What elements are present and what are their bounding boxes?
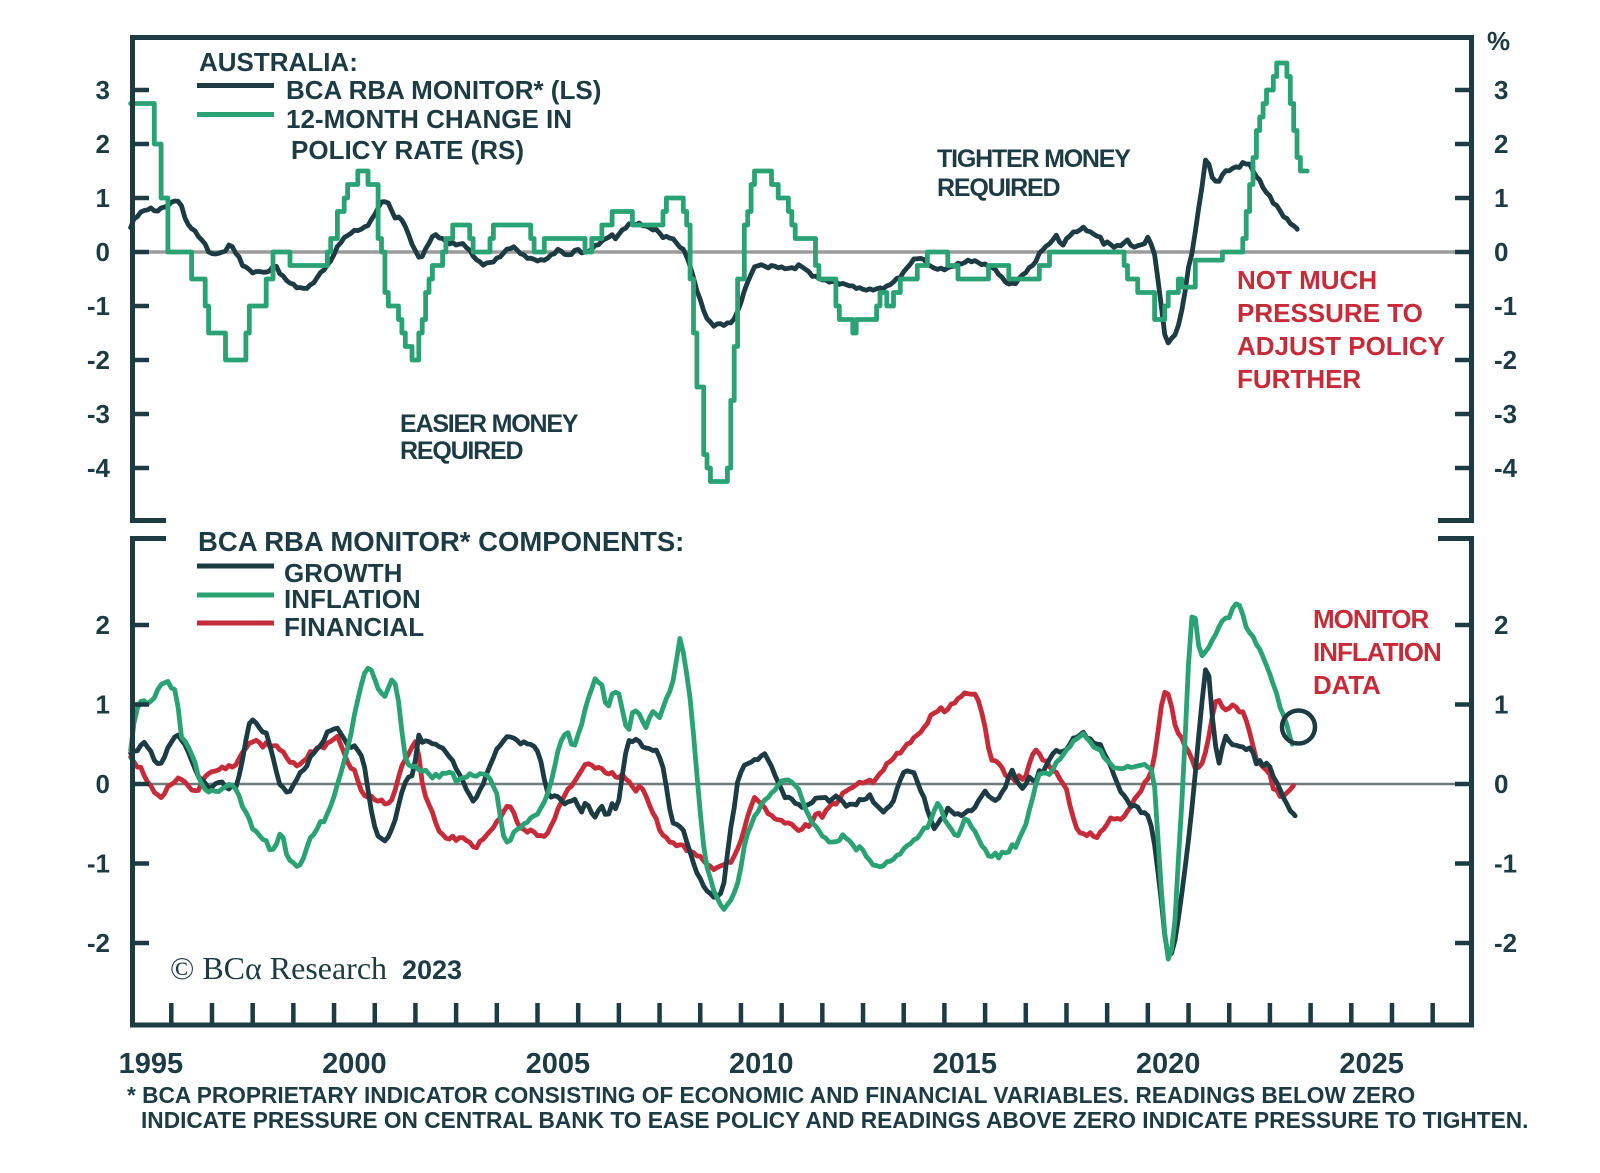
svg-text:-4: -4: [87, 453, 111, 483]
svg-text:%: %: [1487, 26, 1510, 56]
svg-text:INFLATION: INFLATION: [1313, 637, 1441, 667]
svg-text:1995: 1995: [119, 1048, 184, 1080]
svg-text:MONITOR: MONITOR: [1313, 604, 1430, 634]
svg-text:FINANCIAL: FINANCIAL: [284, 612, 424, 642]
svg-text:PRESSURE TO: PRESSURE TO: [1237, 298, 1423, 328]
svg-text:1: 1: [96, 690, 110, 720]
svg-text:2: 2: [96, 610, 110, 640]
svg-text:-2: -2: [87, 345, 110, 375]
svg-text:INDICATE PRESSURE ON CENTRAL B: INDICATE PRESSURE ON CENTRAL BANK TO EAS…: [141, 1107, 1528, 1133]
svg-text:0: 0: [96, 237, 110, 267]
svg-text:GROWTH: GROWTH: [284, 558, 402, 588]
svg-text:-4: -4: [1494, 453, 1518, 483]
svg-text:2000: 2000: [322, 1048, 387, 1080]
svg-text:2: 2: [96, 129, 110, 159]
svg-text:2025: 2025: [1339, 1048, 1404, 1080]
svg-text:ADJUST POLICY: ADJUST POLICY: [1237, 331, 1445, 361]
svg-text:2: 2: [1494, 129, 1508, 159]
svg-text:-1: -1: [87, 849, 110, 879]
svg-text:-2: -2: [1494, 345, 1517, 375]
svg-text:AUSTRALIA:: AUSTRALIA:: [199, 47, 358, 77]
svg-text:2023: 2023: [402, 955, 462, 985]
svg-text:-3: -3: [87, 399, 110, 429]
svg-text:2010: 2010: [729, 1048, 794, 1080]
svg-text:-2: -2: [87, 928, 110, 958]
svg-text:FURTHER: FURTHER: [1237, 364, 1361, 394]
svg-text:12-MONTH CHANGE IN: 12-MONTH CHANGE IN: [286, 104, 572, 134]
svg-text:2015: 2015: [932, 1048, 997, 1080]
svg-text:BCA RBA MONITOR* COMPONENTS:: BCA RBA MONITOR* COMPONENTS:: [198, 526, 684, 557]
svg-text:-1: -1: [1494, 291, 1517, 321]
svg-text:3: 3: [1494, 75, 1508, 105]
svg-text:1: 1: [96, 183, 110, 213]
svg-text:INFLATION: INFLATION: [284, 584, 421, 614]
svg-text:POLICY RATE (RS): POLICY RATE (RS): [291, 135, 524, 165]
svg-text:-2: -2: [1494, 928, 1517, 958]
svg-text:1: 1: [1494, 183, 1508, 213]
svg-text:1: 1: [1494, 690, 1508, 720]
svg-text:2005: 2005: [526, 1048, 591, 1080]
svg-text:0: 0: [1494, 769, 1508, 799]
svg-text:BCA RBA MONITOR* (LS): BCA RBA MONITOR* (LS): [286, 75, 601, 105]
svg-text:-3: -3: [1494, 399, 1517, 429]
svg-text:REQUIRED: REQUIRED: [937, 174, 1060, 202]
svg-text:TIGHTER MONEY: TIGHTER MONEY: [937, 145, 1131, 173]
svg-text:* BCA PROPRIETARY INDICATOR C: * BCA PROPRIETARY INDICATOR CONSISTING O…: [127, 1082, 1415, 1108]
svg-text:© BCα Research: © BCα Research: [170, 950, 387, 986]
svg-text:-1: -1: [1494, 849, 1517, 879]
svg-text:REQUIRED: REQUIRED: [400, 437, 523, 465]
svg-text:2: 2: [1494, 610, 1508, 640]
svg-text:EASIER MONEY: EASIER MONEY: [400, 410, 579, 438]
svg-text:NOT MUCH: NOT MUCH: [1237, 265, 1377, 295]
svg-text:0: 0: [1494, 237, 1508, 267]
svg-text:3: 3: [96, 75, 110, 105]
svg-text:-1: -1: [87, 291, 110, 321]
svg-text:2020: 2020: [1136, 1048, 1201, 1080]
svg-text:DATA: DATA: [1313, 670, 1381, 700]
svg-text:0: 0: [96, 769, 110, 799]
